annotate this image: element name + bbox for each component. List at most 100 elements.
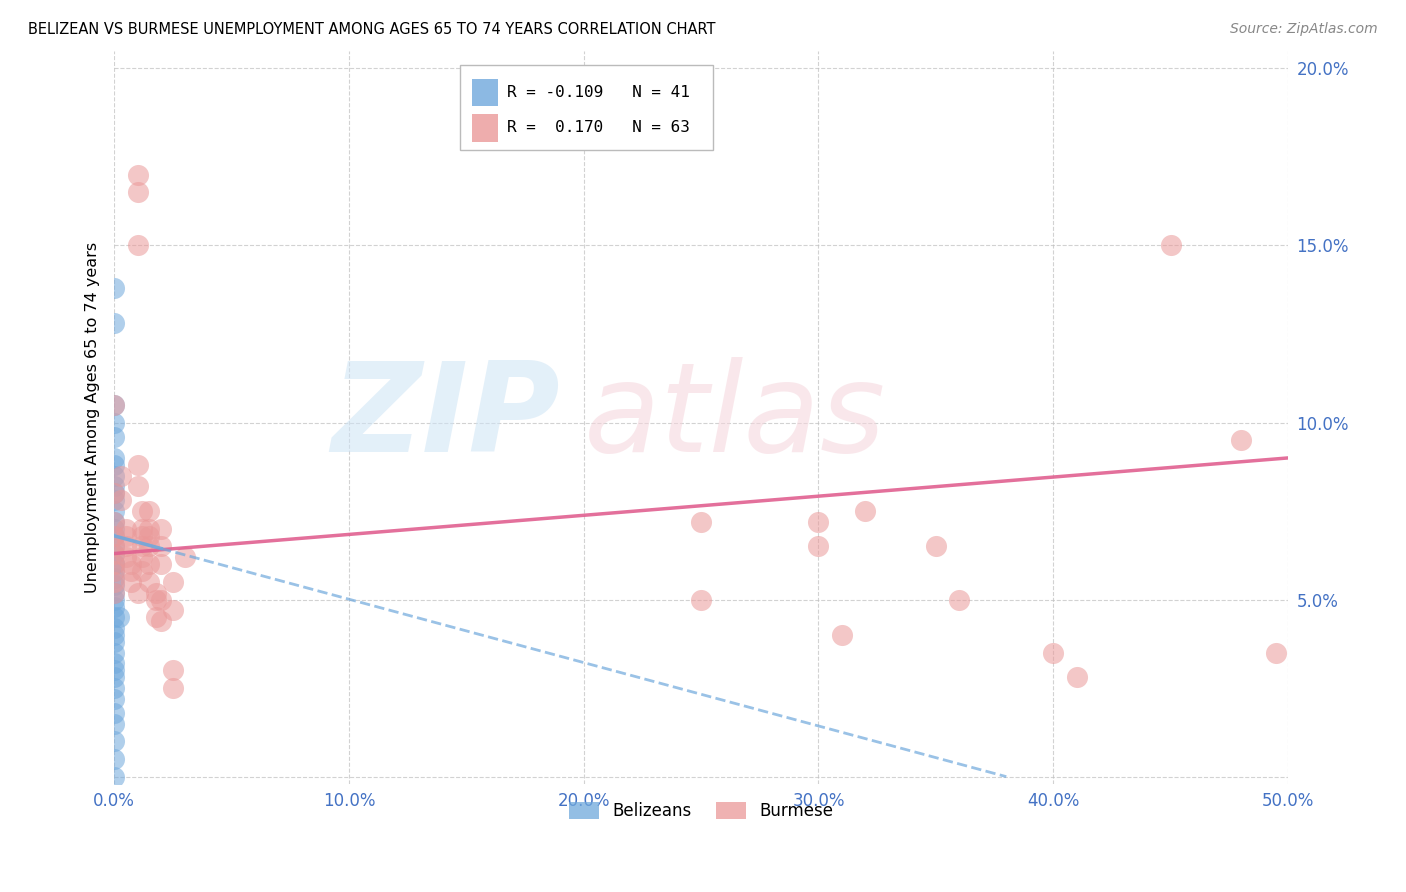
Point: [831, 628, 853, 642]
Point: [103, 515, 125, 529]
Point: [103, 468, 125, 483]
Point: [131, 504, 153, 518]
Point: [103, 281, 125, 295]
Point: [103, 557, 125, 571]
Point: [103, 657, 125, 671]
Point: [150, 557, 173, 571]
Point: [150, 540, 173, 554]
Point: [103, 628, 125, 642]
Point: [103, 522, 125, 536]
Point: [162, 603, 184, 617]
Point: [103, 646, 125, 660]
Point: [103, 610, 125, 624]
Point: [925, 540, 948, 554]
Text: R =  0.170   N = 63: R = 0.170 N = 63: [508, 120, 690, 136]
Point: [103, 547, 125, 561]
Point: [103, 504, 125, 518]
Point: [120, 557, 142, 571]
Point: [855, 504, 877, 518]
Point: [138, 557, 160, 571]
Bar: [472, 78, 498, 106]
Point: [138, 529, 160, 543]
Point: [103, 691, 125, 706]
Point: [103, 398, 125, 412]
Point: [103, 599, 125, 614]
Point: [131, 529, 153, 543]
Point: [162, 681, 184, 695]
Point: [127, 238, 149, 252]
Text: atlas: atlas: [583, 357, 886, 478]
Point: [103, 585, 125, 599]
Point: [103, 317, 125, 331]
Point: [115, 529, 138, 543]
Point: [108, 610, 131, 624]
Point: [690, 592, 713, 607]
Text: R = -0.109   N = 41: R = -0.109 N = 41: [508, 85, 690, 100]
Point: [103, 734, 125, 748]
Point: [120, 564, 142, 578]
Point: [131, 540, 153, 554]
Point: [131, 550, 153, 565]
Point: [127, 479, 149, 493]
Point: [103, 571, 125, 585]
Point: [127, 458, 149, 472]
Point: [103, 671, 125, 685]
Point: [103, 458, 125, 472]
Point: [120, 574, 142, 589]
Point: [145, 592, 167, 607]
Point: [138, 540, 160, 554]
Point: [1230, 434, 1253, 448]
Point: [131, 564, 153, 578]
Point: [103, 529, 125, 543]
Point: [110, 468, 132, 483]
Point: [127, 585, 149, 599]
Text: Source: ZipAtlas.com: Source: ZipAtlas.com: [1230, 22, 1378, 37]
Point: [162, 574, 184, 589]
Point: [115, 550, 138, 565]
Point: [1265, 646, 1288, 660]
Point: [807, 515, 830, 529]
Point: [173, 550, 195, 565]
Point: [103, 515, 125, 529]
Point: [103, 681, 125, 695]
Point: [103, 486, 125, 500]
Point: [103, 540, 125, 554]
Point: [1160, 238, 1182, 252]
Point: [103, 540, 125, 554]
Point: [162, 664, 184, 678]
Y-axis label: Unemployment Among Ages 65 to 74 years: Unemployment Among Ages 65 to 74 years: [86, 242, 100, 593]
Point: [103, 529, 125, 543]
Point: [150, 614, 173, 628]
Text: ZIP: ZIP: [332, 357, 560, 478]
Legend: Belizeans, Burmese: Belizeans, Burmese: [562, 795, 841, 827]
Bar: [472, 113, 498, 142]
Point: [103, 557, 125, 571]
Point: [103, 564, 125, 578]
Point: [138, 504, 160, 518]
Point: [103, 664, 125, 678]
Point: [103, 486, 125, 500]
Point: [127, 168, 149, 182]
Point: [103, 557, 125, 571]
Point: [103, 398, 125, 412]
Point: [103, 450, 125, 465]
Point: [110, 493, 132, 508]
Point: [103, 578, 125, 592]
Point: [103, 706, 125, 720]
Point: [103, 564, 125, 578]
Point: [103, 547, 125, 561]
Point: [150, 592, 173, 607]
Point: [103, 621, 125, 635]
Point: [115, 540, 138, 554]
Point: [150, 522, 173, 536]
Point: [145, 610, 167, 624]
Point: [103, 752, 125, 766]
Point: [127, 186, 149, 200]
FancyBboxPatch shape: [460, 65, 713, 150]
Point: [103, 716, 125, 731]
Point: [807, 540, 830, 554]
Point: [1066, 671, 1088, 685]
Point: [1042, 646, 1064, 660]
Point: [103, 635, 125, 649]
Point: [138, 522, 160, 536]
